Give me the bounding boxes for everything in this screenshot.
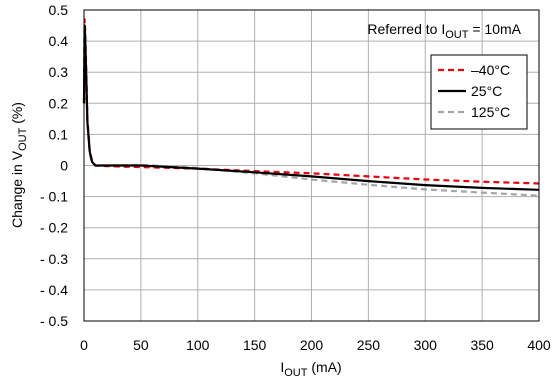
series-line-1	[82, 24, 540, 191]
x-tick-labels: 0 50 100 150 200 250 300 350 400	[80, 337, 551, 353]
legend: –40°C 25°C 125°C	[430, 54, 528, 130]
y-tick-label: - 0.3	[40, 251, 68, 267]
y-tick-label: 0.3	[49, 64, 69, 80]
y-tick-label: - 0.2	[40, 220, 68, 236]
x-tick-label: 0	[80, 337, 88, 353]
x-tick-label: 200	[300, 337, 324, 353]
y-tick-label: 0.2	[49, 95, 69, 111]
y-tick-label: - 0.5	[40, 313, 68, 329]
x-tick-label: 100	[186, 337, 210, 353]
y-tick-label: 0.4	[49, 33, 69, 49]
legend-label: 25°C	[471, 83, 502, 99]
annotation-text: Referred to IOUT = 10mA	[367, 21, 521, 41]
x-tick-label: 50	[133, 337, 149, 353]
y-tick-label: 0.1	[49, 126, 69, 142]
x-tick-label: 400	[527, 337, 551, 353]
plot-frame	[83, 9, 540, 322]
series-lines	[82, 18, 540, 197]
y-tick-labels: 0.5 0.4 0.3 0.2 0.1 0 - 0.1 - 0.2 - 0.3 - 0.4 - 0.…	[40, 2, 68, 329]
y-axis-title: Change in VOUT (%)	[9, 102, 29, 228]
x-tick-label: 250	[357, 337, 381, 353]
y-tick-label: 0	[60, 158, 68, 174]
x-tick-label: 350	[470, 337, 494, 353]
y-tick-label: - 0.4	[40, 282, 68, 298]
y-tick-label: 0.5	[49, 2, 69, 18]
legend-label: –40°C	[471, 62, 510, 78]
x-tick-label: 150	[243, 337, 267, 353]
legend-label: 125°C	[471, 104, 510, 120]
y-tick-label: - 0.1	[40, 189, 68, 205]
x-tick-label: 300	[414, 337, 438, 353]
x-axis-title: IOUT (mA)	[280, 359, 341, 379]
